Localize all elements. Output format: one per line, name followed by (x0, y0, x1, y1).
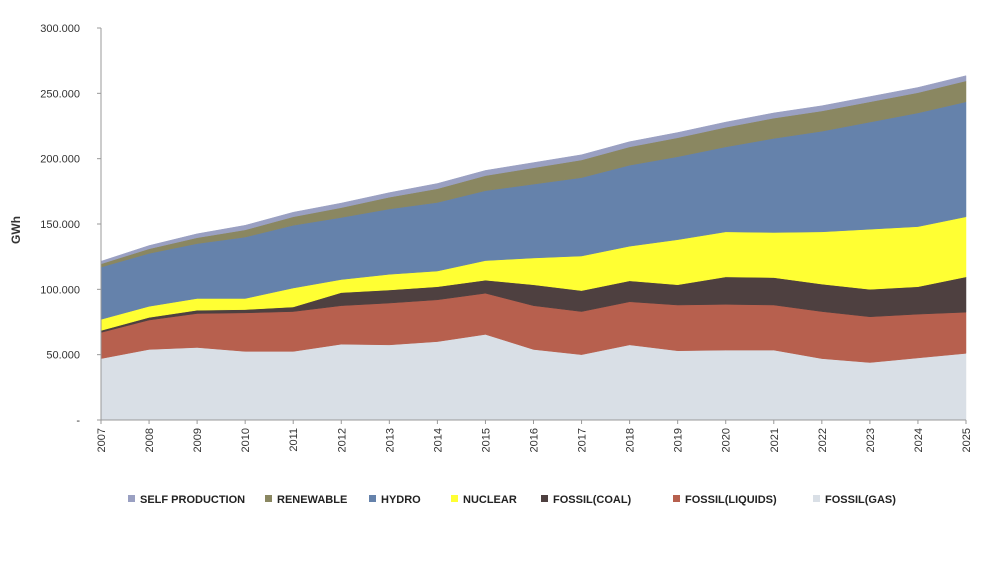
x-tick-label: 2025 (961, 428, 973, 452)
legend-label-nuclear: NUCLEAR (463, 494, 517, 506)
legend-swatch-renewable (265, 495, 272, 502)
legend-swatch-fossil-coal (541, 495, 548, 502)
legend-label-hydro: HYDRO (381, 494, 421, 506)
legend-label-renewable: RENEWABLE (277, 494, 347, 506)
x-tick-label: 2013 (384, 428, 396, 452)
y-tick-label: 300.000 (40, 23, 80, 35)
x-tick-label: 2022 (817, 428, 829, 452)
legend-swatch-nuclear (451, 495, 458, 502)
x-tick-label: 2017 (577, 428, 589, 452)
legend-label-self-production: SELF PRODUCTION (140, 494, 245, 506)
x-tick-label: 2019 (673, 428, 685, 452)
y-tick-label: 250.000 (40, 88, 80, 100)
x-tick-label: 2014 (432, 428, 444, 452)
y-tick-label: 200.000 (40, 154, 80, 166)
x-tick-label: 2008 (144, 428, 156, 452)
x-tick-label: 2015 (480, 428, 492, 452)
y-tick-label: 100.000 (40, 284, 80, 296)
legend-label-fossil-liquids: FOSSIL(LIQUIDS) (685, 494, 777, 506)
area-series-self-production (100, 75, 967, 265)
y-tick-labels: - 50.000 100.000 150.000 200.000 250.000 300.0… (40, 23, 101, 427)
x-tick-label: 2023 (865, 428, 877, 452)
legend: SELF PRODUCTION RENEWABLE HYDRO NUCLEAR FOSS… (128, 494, 896, 506)
x-tick-label: 2009 (192, 428, 204, 452)
x-tick-label: 2011 (288, 428, 300, 452)
x-tick-labels: 2007 2008 2009 2010 2011 2012 2013 2014 2015 2016… (96, 420, 973, 452)
x-tick-label: 2021 (769, 428, 781, 452)
x-tick-label: 2012 (336, 428, 348, 452)
x-tick-label: 2018 (625, 428, 637, 452)
x-tick-label: 2020 (721, 428, 733, 452)
y-axis-title: GWh (9, 216, 23, 244)
legend-label-fossil-coal: FOSSIL(COAL) (553, 494, 632, 506)
legend-swatch-fossil-gas (813, 495, 820, 502)
legend-swatch-self-production (128, 495, 135, 502)
y-tick-label: 50.000 (46, 350, 80, 362)
legend-swatch-fossil-liquids (673, 495, 680, 502)
x-tick-label: 2024 (913, 428, 925, 452)
x-tick-label: 2007 (96, 428, 108, 452)
y-tick-label: - (76, 415, 80, 427)
x-tick-label: 2010 (240, 428, 252, 452)
legend-label-fossil-gas: FOSSIL(GAS) (825, 494, 896, 506)
area-series-group (100, 75, 967, 421)
y-tick-label: 150.000 (40, 219, 80, 231)
legend-swatch-hydro (369, 495, 376, 502)
x-tick-label: 2016 (529, 428, 541, 452)
